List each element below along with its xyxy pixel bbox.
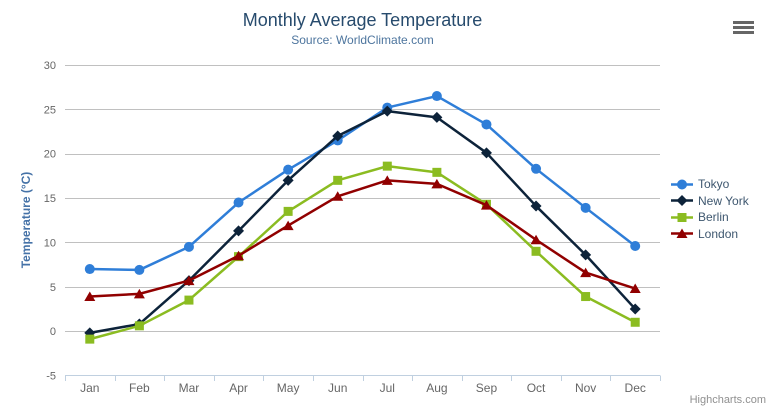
y-axis-label: 25 xyxy=(44,104,56,116)
x-axis-label: Feb xyxy=(129,381,150,395)
y-axis-label: 20 xyxy=(44,149,56,161)
chart-title: Monthly Average Temperature xyxy=(242,10,483,30)
series-line[interactable] xyxy=(88,164,637,341)
data-point xyxy=(676,228,688,239)
data-point[interactable] xyxy=(580,202,591,213)
x-axis-label: Sep xyxy=(476,381,498,395)
legend-item-berlin[interactable]: Berlin xyxy=(670,209,749,226)
data-point[interactable] xyxy=(581,292,591,302)
data-point[interactable] xyxy=(630,240,641,251)
y-axis-label: -5 xyxy=(46,371,56,383)
x-axis-label: Jul xyxy=(380,381,395,395)
data-point[interactable] xyxy=(580,249,592,261)
data-point[interactable] xyxy=(282,174,294,186)
data-point[interactable] xyxy=(629,283,641,294)
series-berlin xyxy=(85,161,640,344)
x-axis-label: Dec xyxy=(625,381,646,395)
x-axis-label: Apr xyxy=(229,381,248,395)
legend-label: London xyxy=(698,226,739,241)
data-point[interactable] xyxy=(381,105,393,117)
data-point[interactable] xyxy=(332,130,344,142)
x-axis-label: Aug xyxy=(426,381,447,395)
data-point[interactable] xyxy=(580,267,592,278)
data-point[interactable] xyxy=(431,91,442,102)
data-point[interactable] xyxy=(432,167,442,177)
x-axis-label: Oct xyxy=(527,381,546,395)
data-point[interactable] xyxy=(381,175,393,185)
y-axis-label: 10 xyxy=(44,237,56,249)
data-point xyxy=(677,212,687,222)
series-line[interactable] xyxy=(88,109,637,335)
legend: Tokyo New York Berlin London xyxy=(670,176,749,242)
data-point[interactable] xyxy=(84,264,95,275)
data-point[interactable] xyxy=(84,291,96,302)
legend-marker-circle-icon xyxy=(671,179,693,190)
y-axis-label: 30 xyxy=(44,60,56,72)
data-point[interactable] xyxy=(332,191,344,201)
legend-label: Berlin xyxy=(698,210,729,225)
data-point[interactable] xyxy=(630,317,640,327)
data-point[interactable] xyxy=(282,220,294,231)
data-point[interactable] xyxy=(233,197,244,208)
data-point xyxy=(676,195,688,207)
series-tokyo xyxy=(84,91,641,275)
data-point[interactable] xyxy=(183,241,194,252)
y-axis-label: 15 xyxy=(44,193,56,205)
credits-link[interactable]: Highcharts.com xyxy=(689,394,766,406)
y-axis-label: 5 xyxy=(50,282,56,294)
data-point[interactable] xyxy=(283,206,293,216)
x-axis-label: May xyxy=(277,381,300,395)
data-point[interactable] xyxy=(233,225,245,237)
legend-item-tokyo[interactable]: Tokyo xyxy=(670,176,749,193)
hamburger-icon xyxy=(733,21,754,35)
chart-subtitle: Source: WorldClimate.com xyxy=(291,33,434,47)
data-point[interactable] xyxy=(629,303,641,315)
data-point[interactable] xyxy=(134,321,144,331)
data-point[interactable] xyxy=(480,200,492,210)
export-menu-button[interactable] xyxy=(733,21,754,35)
data-point[interactable] xyxy=(382,161,392,171)
data-point[interactable] xyxy=(431,111,443,123)
legend-label: Tokyo xyxy=(698,177,730,192)
data-point[interactable] xyxy=(183,275,195,286)
data-point[interactable] xyxy=(431,178,443,189)
data-point[interactable] xyxy=(283,164,294,175)
legend-marker-diamond-icon xyxy=(671,195,693,207)
data-point[interactable] xyxy=(480,147,492,159)
data-point[interactable] xyxy=(481,119,492,130)
data-point[interactable] xyxy=(133,288,145,299)
series-line[interactable] xyxy=(88,179,637,298)
data-point[interactable] xyxy=(530,234,542,245)
data-point[interactable] xyxy=(85,334,95,344)
data-point xyxy=(677,179,687,190)
legend-marker-square-icon xyxy=(671,212,693,222)
y-axis-title: Temperature (°C) xyxy=(19,171,33,269)
data-point[interactable] xyxy=(531,246,541,256)
legend-item-london[interactable]: London xyxy=(670,226,749,243)
data-point[interactable] xyxy=(184,295,194,305)
data-point[interactable] xyxy=(233,250,245,261)
data-point[interactable] xyxy=(134,264,145,275)
series-london xyxy=(84,175,641,302)
x-axis-label: Jan xyxy=(80,381,99,395)
data-point[interactable] xyxy=(531,163,542,174)
x-axis-label: Nov xyxy=(575,381,596,395)
x-axis-label: Jun xyxy=(328,381,347,395)
series-new-york xyxy=(84,105,641,339)
data-point[interactable] xyxy=(333,175,343,185)
legend-label: New York xyxy=(698,193,749,208)
y-axis-label: 0 xyxy=(50,326,56,338)
legend-item-new-york[interactable]: New York xyxy=(670,193,749,210)
data-point[interactable] xyxy=(530,200,542,212)
x-axis-label: Mar xyxy=(179,381,200,395)
legend-marker-triangle-icon xyxy=(671,228,693,239)
series-line[interactable] xyxy=(88,94,637,272)
